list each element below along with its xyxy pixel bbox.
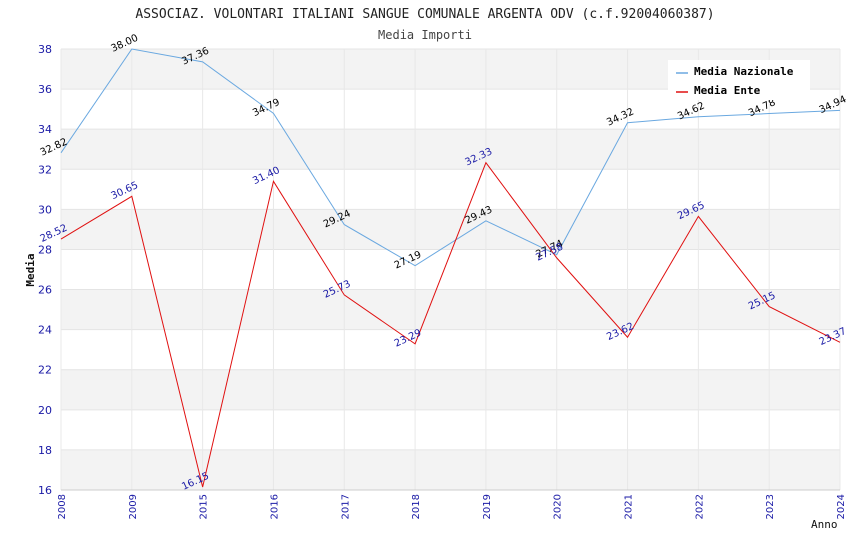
y-tick-label: 18: [38, 444, 52, 457]
legend-label-nazionale: Media Nazionale: [694, 65, 794, 78]
y-tick-label: 32: [38, 163, 52, 176]
x-axis-label: Anno: [811, 518, 838, 531]
x-tick-label: 2022: [694, 494, 705, 519]
x-tick-label: 2023: [765, 494, 776, 519]
y-tick-label: 20: [38, 404, 52, 417]
series-line-media-nazionale: [60, 48, 841, 267]
legend-label-ente: Media Ente: [694, 84, 761, 97]
y-axis-label: Media: [24, 253, 37, 286]
y-tick-label: 36: [38, 83, 52, 96]
y-tick-label: 16: [38, 484, 52, 497]
grid-bands: [60, 48, 841, 491]
grid-band: [61, 169, 840, 210]
y-axis-ticks: 16 18 20 22 24 26 28 30 32 34 36 38: [38, 43, 52, 497]
y-tick-label: 26: [38, 284, 52, 297]
legend: Media Nazionale Media Ente: [668, 60, 810, 100]
grid-band: [61, 249, 840, 290]
y-tick-label: 22: [38, 364, 52, 377]
x-tick-label: 2021: [624, 494, 635, 519]
grid-band: [61, 289, 840, 330]
y-tick-label: 34: [38, 123, 52, 136]
x-tick-label: 2008: [57, 494, 68, 519]
x-tick-label: 2020: [553, 494, 564, 519]
x-axis-ticks: 2008 2009 2015 2016 2017 2018 2019 2020 2021 2022…: [57, 494, 847, 519]
chart-subtitle: Media Importi: [378, 28, 472, 42]
y-tick-label: 24: [38, 324, 52, 337]
legend-box: [668, 60, 810, 100]
y-tick-label: 28: [38, 243, 52, 256]
x-tick-label: 2016: [269, 494, 280, 519]
series-lines: [60, 48, 841, 488]
grid-band: [61, 369, 840, 410]
grid-band: [61, 449, 840, 490]
y-tick-label: 30: [38, 203, 52, 216]
x-tick-label: 2024: [836, 494, 847, 519]
x-tick-label: 2017: [340, 494, 351, 519]
grid-band: [61, 329, 840, 370]
grid-band: [61, 129, 840, 170]
y-tick-label: 38: [38, 43, 52, 56]
series-line-media-ente: [60, 161, 841, 488]
x-tick-label: 2019: [482, 494, 493, 519]
chart-title: ASSOCIAZ. VOLONTARI ITALIANI SANGUE COMU…: [135, 7, 714, 22]
x-tick-label: 2009: [128, 494, 139, 519]
grid-band: [61, 409, 840, 450]
x-tick-label: 2018: [411, 494, 422, 519]
x-tick-label: 2015: [199, 494, 210, 519]
